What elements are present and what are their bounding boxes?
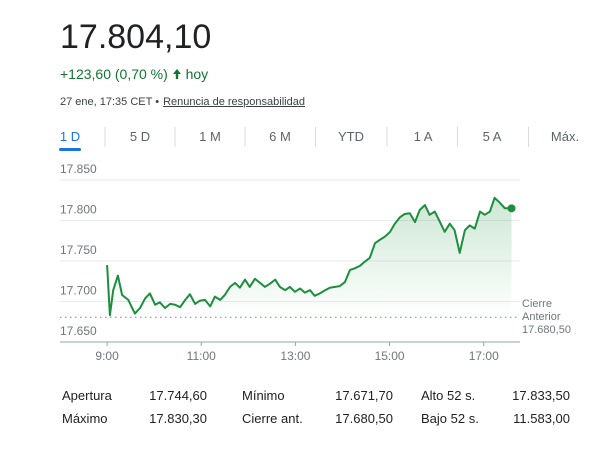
change-value: +123,60 (0,70 %) xyxy=(60,66,168,82)
price: 17.804,10 xyxy=(60,18,212,56)
stat-label: Alto 52 s. xyxy=(421,388,476,403)
y-tick-label: 17.850 xyxy=(60,162,97,176)
stat-value: 17.680,50 xyxy=(335,411,393,426)
x-tick-label: 13:00 xyxy=(280,349,310,363)
previous-close-name: Cierre Anterior xyxy=(522,298,561,323)
stat-label: Apertura xyxy=(62,388,112,403)
area xyxy=(107,197,512,318)
stat-value: 17.671,70 xyxy=(335,388,393,403)
disclaimer-link[interactable]: Renuncia de responsabilidad xyxy=(163,96,305,108)
stat-label: Máximo xyxy=(62,411,108,426)
stat-label: Cierre ant. xyxy=(242,411,303,426)
previous-close: Cierre Anterior 17.680,50 xyxy=(522,298,584,337)
y-tick-label: 17.700 xyxy=(60,284,97,298)
y-tick-label: 17.650 xyxy=(60,324,97,338)
x-tick-label: 11:00 xyxy=(187,349,216,363)
tab[interactable]: YTD xyxy=(338,129,364,144)
period: hoy xyxy=(185,66,209,82)
timestamp-row: 27 ene, 17:35 CET • Renuncia de responsab… xyxy=(60,96,305,108)
stat-value: 17.830,30 xyxy=(149,411,207,426)
up-arrow xyxy=(172,69,181,79)
tab[interactable]: 5 D xyxy=(129,129,151,144)
y-tick-label: 17.800 xyxy=(60,203,97,217)
x-tick-label: 9:00 xyxy=(95,349,119,363)
tab[interactable]: 1 A xyxy=(413,129,433,144)
tab[interactable]: 1 M xyxy=(199,129,221,144)
tab[interactable]: 6 M xyxy=(269,129,291,144)
active-tab-indicator xyxy=(59,148,81,151)
price-line xyxy=(106,196,512,317)
x-tick-label: 15:00 xyxy=(375,349,405,363)
previous-close-value: 17.680,50 xyxy=(522,324,571,336)
tab[interactable]: Máx. xyxy=(550,129,580,144)
y-tick-label: 17.750 xyxy=(60,243,97,257)
change: +123,60 (0,70 %) hoy xyxy=(60,66,208,82)
tab[interactable]: 1 D xyxy=(59,129,81,144)
x-tick-label: 17:00 xyxy=(469,349,499,363)
stat-value: 11.583,00 xyxy=(513,411,570,426)
stat-label: Bajo 52 s. xyxy=(421,411,479,426)
stat-value: 17.744,60 xyxy=(149,388,207,403)
stat-value: 17.833,50 xyxy=(512,388,570,403)
stat-label: Mínimo xyxy=(242,388,285,403)
tab[interactable]: 5 A xyxy=(482,129,502,144)
last-point xyxy=(507,204,516,213)
timestamp: 27 ene, 17:35 CET • xyxy=(60,96,160,108)
